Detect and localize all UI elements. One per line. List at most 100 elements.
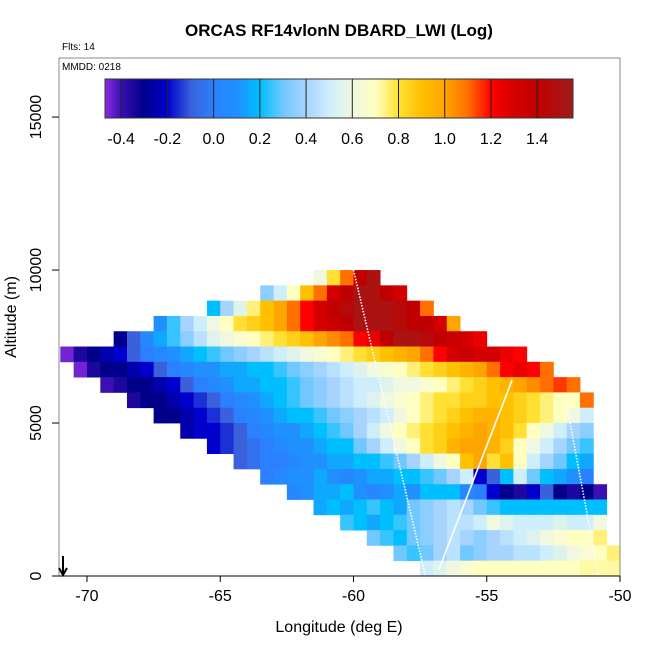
- colorbar-segment: [168, 79, 172, 118]
- heatmap-cell: [206, 331, 221, 347]
- heatmap-cell: [446, 346, 461, 363]
- heatmap-cell: [540, 377, 554, 393]
- colorbar-segment: [301, 79, 305, 118]
- heatmap-cell: [246, 300, 261, 317]
- heatmap-cell: [366, 438, 381, 455]
- colorbar-tick-label: -0.2: [154, 131, 182, 148]
- heatmap-cell: [326, 499, 341, 516]
- colorbar-segment: [219, 79, 223, 118]
- heatmap-cell: [286, 300, 301, 317]
- heatmap-cell: [513, 377, 528, 393]
- heatmap-cell: [473, 514, 488, 531]
- heatmap-cell: [100, 346, 115, 363]
- colorbar-segment: [463, 79, 466, 118]
- colorbar-segment: [257, 79, 260, 118]
- heatmap-cell: [486, 438, 501, 455]
- heatmap-cell: [580, 407, 594, 424]
- heatmap-cell: [380, 438, 394, 455]
- colorbar-segment: [355, 79, 359, 118]
- colorbar-segment: [381, 79, 384, 118]
- heatmap-cell: [566, 453, 581, 470]
- heatmap-cell: [273, 407, 288, 424]
- heatmap-cell: [326, 300, 341, 317]
- heatmap-cell: [433, 392, 448, 409]
- colorbar-segment: [495, 79, 499, 118]
- heatmap-cell: [113, 331, 128, 347]
- colorbar-segment: [357, 79, 361, 118]
- heatmap-cell: [406, 453, 421, 470]
- heatmap-cell: [233, 392, 248, 409]
- heatmap-cell: [260, 300, 274, 317]
- heatmap-cell: [246, 438, 261, 455]
- heatmap-cell: [206, 423, 221, 439]
- heatmap-cell: [326, 331, 341, 347]
- heatmap-cell: [473, 361, 488, 378]
- heatmap-cell: [513, 468, 528, 485]
- heatmap-cell: [260, 453, 274, 470]
- heatmap-cell: [380, 331, 394, 347]
- arrow-head: [58, 567, 68, 578]
- colorbar-segment: [306, 79, 310, 118]
- heatmap-cell: [286, 438, 301, 455]
- heatmap-cell: [540, 453, 554, 470]
- heatmap-cell: [353, 270, 368, 286]
- heatmap-cell: [353, 285, 368, 302]
- heatmap-cell: [300, 468, 314, 485]
- heatmap-cell: [273, 423, 288, 439]
- heatmap-cell: [193, 423, 208, 439]
- heatmap-cell: [340, 392, 354, 409]
- heatmap-cell: [513, 346, 528, 363]
- heatmap-cell: [140, 346, 155, 363]
- heatmap-cell: [580, 484, 594, 500]
- colorbar-segment: [374, 79, 377, 118]
- colorbar-segment: [360, 79, 363, 118]
- heatmap-cell: [540, 361, 554, 378]
- colorbar-segment: [493, 79, 497, 118]
- heatmap-cell: [193, 315, 208, 332]
- heatmap-cell: [580, 438, 594, 455]
- heatmap-cell: [433, 484, 448, 500]
- heatmap-cell: [566, 499, 581, 516]
- heatmap-cell: [580, 514, 594, 531]
- heatmap-cell: [286, 407, 301, 424]
- colorbar-segment: [324, 79, 328, 118]
- heatmap-cell: [500, 468, 514, 485]
- heatmap-cell: [473, 530, 488, 546]
- colorbar-segment: [231, 79, 235, 118]
- colorbar-segment: [551, 79, 555, 118]
- heatmap-cell: [353, 377, 368, 393]
- heatmap-cell: [340, 270, 354, 286]
- y-tick-label: 0: [28, 571, 45, 580]
- heatmap-cell: [566, 530, 581, 546]
- x-tick-label: -60: [342, 588, 365, 605]
- heatmap-cell: [566, 545, 581, 562]
- heatmap-cell: [286, 377, 301, 393]
- heatmap-cell: [140, 392, 155, 409]
- heatmap-cell: [273, 300, 288, 317]
- colorbar-segment: [250, 79, 253, 118]
- heatmap-cell: [393, 300, 408, 317]
- heatmap-cell: [206, 438, 221, 455]
- heatmap-cell: [180, 315, 194, 332]
- x-tick-label: -65: [209, 588, 232, 605]
- heatmap-cell: [500, 560, 514, 577]
- heatmap-cell: [486, 423, 501, 439]
- heatmap-cell: [406, 514, 421, 531]
- y-tick-label: 15000: [28, 95, 45, 140]
- colorbar-segment: [261, 79, 265, 118]
- heatmap-cell: [433, 453, 448, 470]
- heatmap-cell: [593, 484, 608, 500]
- colorbar-segment: [224, 79, 228, 118]
- colorbar-segment: [554, 79, 558, 118]
- heatmap-cell: [366, 315, 381, 332]
- colorbar-segment: [189, 79, 193, 118]
- heatmap-cell: [366, 423, 381, 439]
- heatmap-cell: [340, 407, 354, 424]
- heatmap-cell: [126, 361, 141, 378]
- heatmap-cell: [340, 514, 354, 531]
- heatmap-cell: [193, 361, 208, 378]
- heatmap-cell: [446, 438, 461, 455]
- colorbar-segment: [437, 79, 441, 118]
- heatmap-cell: [420, 514, 434, 531]
- colorbar-segment: [317, 79, 321, 118]
